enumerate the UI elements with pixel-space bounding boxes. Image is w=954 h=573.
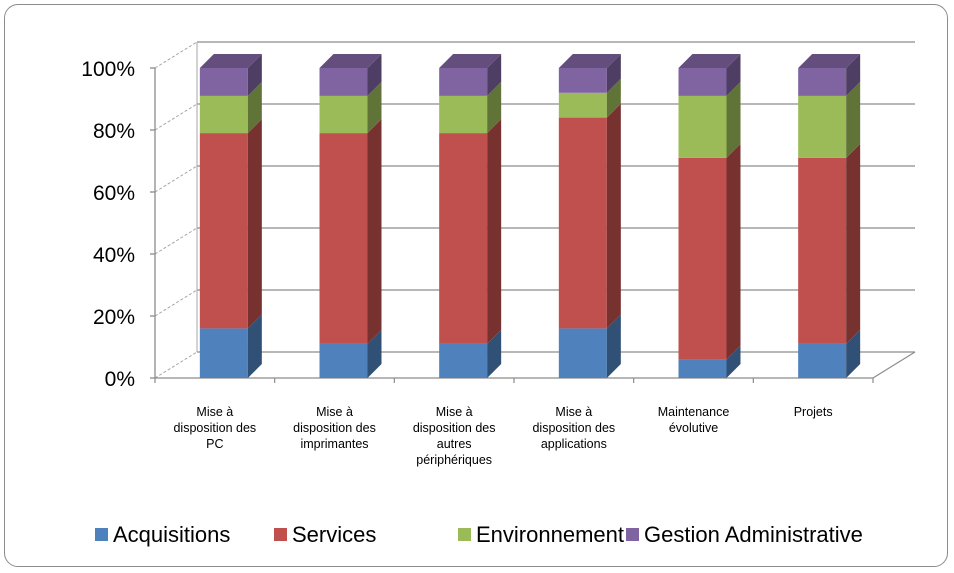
bar-segment-side (846, 54, 861, 96)
gridline-depth (154, 227, 198, 255)
bar-segment (798, 157, 847, 344)
bar-segment (199, 328, 248, 378)
y-tick-label: 100% (81, 58, 135, 81)
x-category-label: Projets (794, 405, 833, 419)
bar-segment-side (247, 119, 262, 329)
bar-segment (319, 95, 368, 134)
bar-top (439, 54, 502, 68)
bar-segment-side (247, 314, 262, 378)
bar-segment (678, 95, 727, 158)
bar-segment-side (846, 81, 861, 158)
bar-segment-side (726, 81, 741, 158)
bar-segment-side (606, 54, 621, 93)
legend-label: Acquisitions (113, 522, 230, 547)
legend-swatch (274, 528, 287, 541)
bar-segment (678, 68, 727, 96)
gridline-depth (154, 103, 198, 131)
bar-top (678, 54, 741, 68)
legend-swatch (95, 528, 108, 541)
x-category-label: Mise à disposition des PC (173, 405, 256, 451)
bar-segment-side (247, 54, 262, 96)
bar-segment-side (606, 103, 621, 329)
bar-segment (439, 133, 488, 344)
bar-segment (199, 133, 248, 329)
bar-top (798, 54, 861, 68)
bar-segment (439, 343, 488, 378)
bar-top (319, 54, 382, 68)
bar-segment (678, 359, 727, 378)
bar-segment (439, 68, 488, 96)
y-tick-label: 40% (93, 244, 135, 267)
legend-label: Gestion Administrative (644, 522, 863, 547)
legend-swatch (458, 528, 471, 541)
bar-segment-side (487, 119, 502, 344)
bar-segment (558, 117, 607, 329)
bar-segment (199, 95, 248, 134)
legend-swatch (626, 528, 639, 541)
gridline-depth (154, 41, 198, 69)
bar-segment-side (367, 329, 382, 378)
y-tick-label: 60% (93, 182, 135, 205)
x-category-label: Maintenance évolutive (658, 405, 730, 435)
y-tick-label: 20% (93, 306, 135, 329)
bar-top (558, 54, 621, 68)
bar-segment-side (726, 345, 741, 378)
bar-segment-side (606, 314, 621, 378)
bar-segment (798, 343, 847, 378)
bar-segment-side (606, 78, 621, 118)
bar-segment (199, 68, 248, 96)
bar-segment (558, 328, 607, 378)
bar-segment-side (487, 329, 502, 378)
bar-segment (319, 68, 368, 96)
bar-segment (678, 157, 727, 360)
gridline-depth (154, 351, 198, 379)
y-tick-label: 0% (105, 368, 135, 391)
bar-segment-side (726, 143, 741, 360)
gridline-depth (154, 289, 198, 317)
floor-edge (872, 351, 916, 379)
bar-segment (558, 92, 607, 118)
bar-segment-side (367, 54, 382, 96)
y-tick-label: 80% (93, 120, 135, 143)
bar-segment (319, 343, 368, 378)
bar-segment-side (247, 81, 262, 134)
bar-segment-side (846, 329, 861, 378)
bar-top (199, 54, 262, 68)
bar-segment-side (846, 143, 861, 344)
bar-segment (319, 133, 368, 344)
bar-segment-side (367, 119, 382, 344)
bar-segment (798, 68, 847, 96)
legend-label: Services (292, 522, 376, 547)
bar-segment-side (726, 54, 741, 96)
gridline-depth (154, 165, 198, 193)
bar-segment-side (367, 81, 382, 134)
bar-segment-side (487, 54, 502, 96)
x-category-label: Mise à disposition des autres périphériques (413, 405, 496, 467)
bar-segment (439, 95, 488, 134)
bar-segment-side (487, 81, 502, 134)
bar-segment (558, 68, 607, 93)
x-category-label: Mise à disposition des imprimantes (293, 405, 376, 451)
bar-segment (798, 95, 847, 158)
x-category-label: Mise à disposition des applications (532, 405, 615, 451)
legend-label: Environnement (476, 522, 624, 547)
